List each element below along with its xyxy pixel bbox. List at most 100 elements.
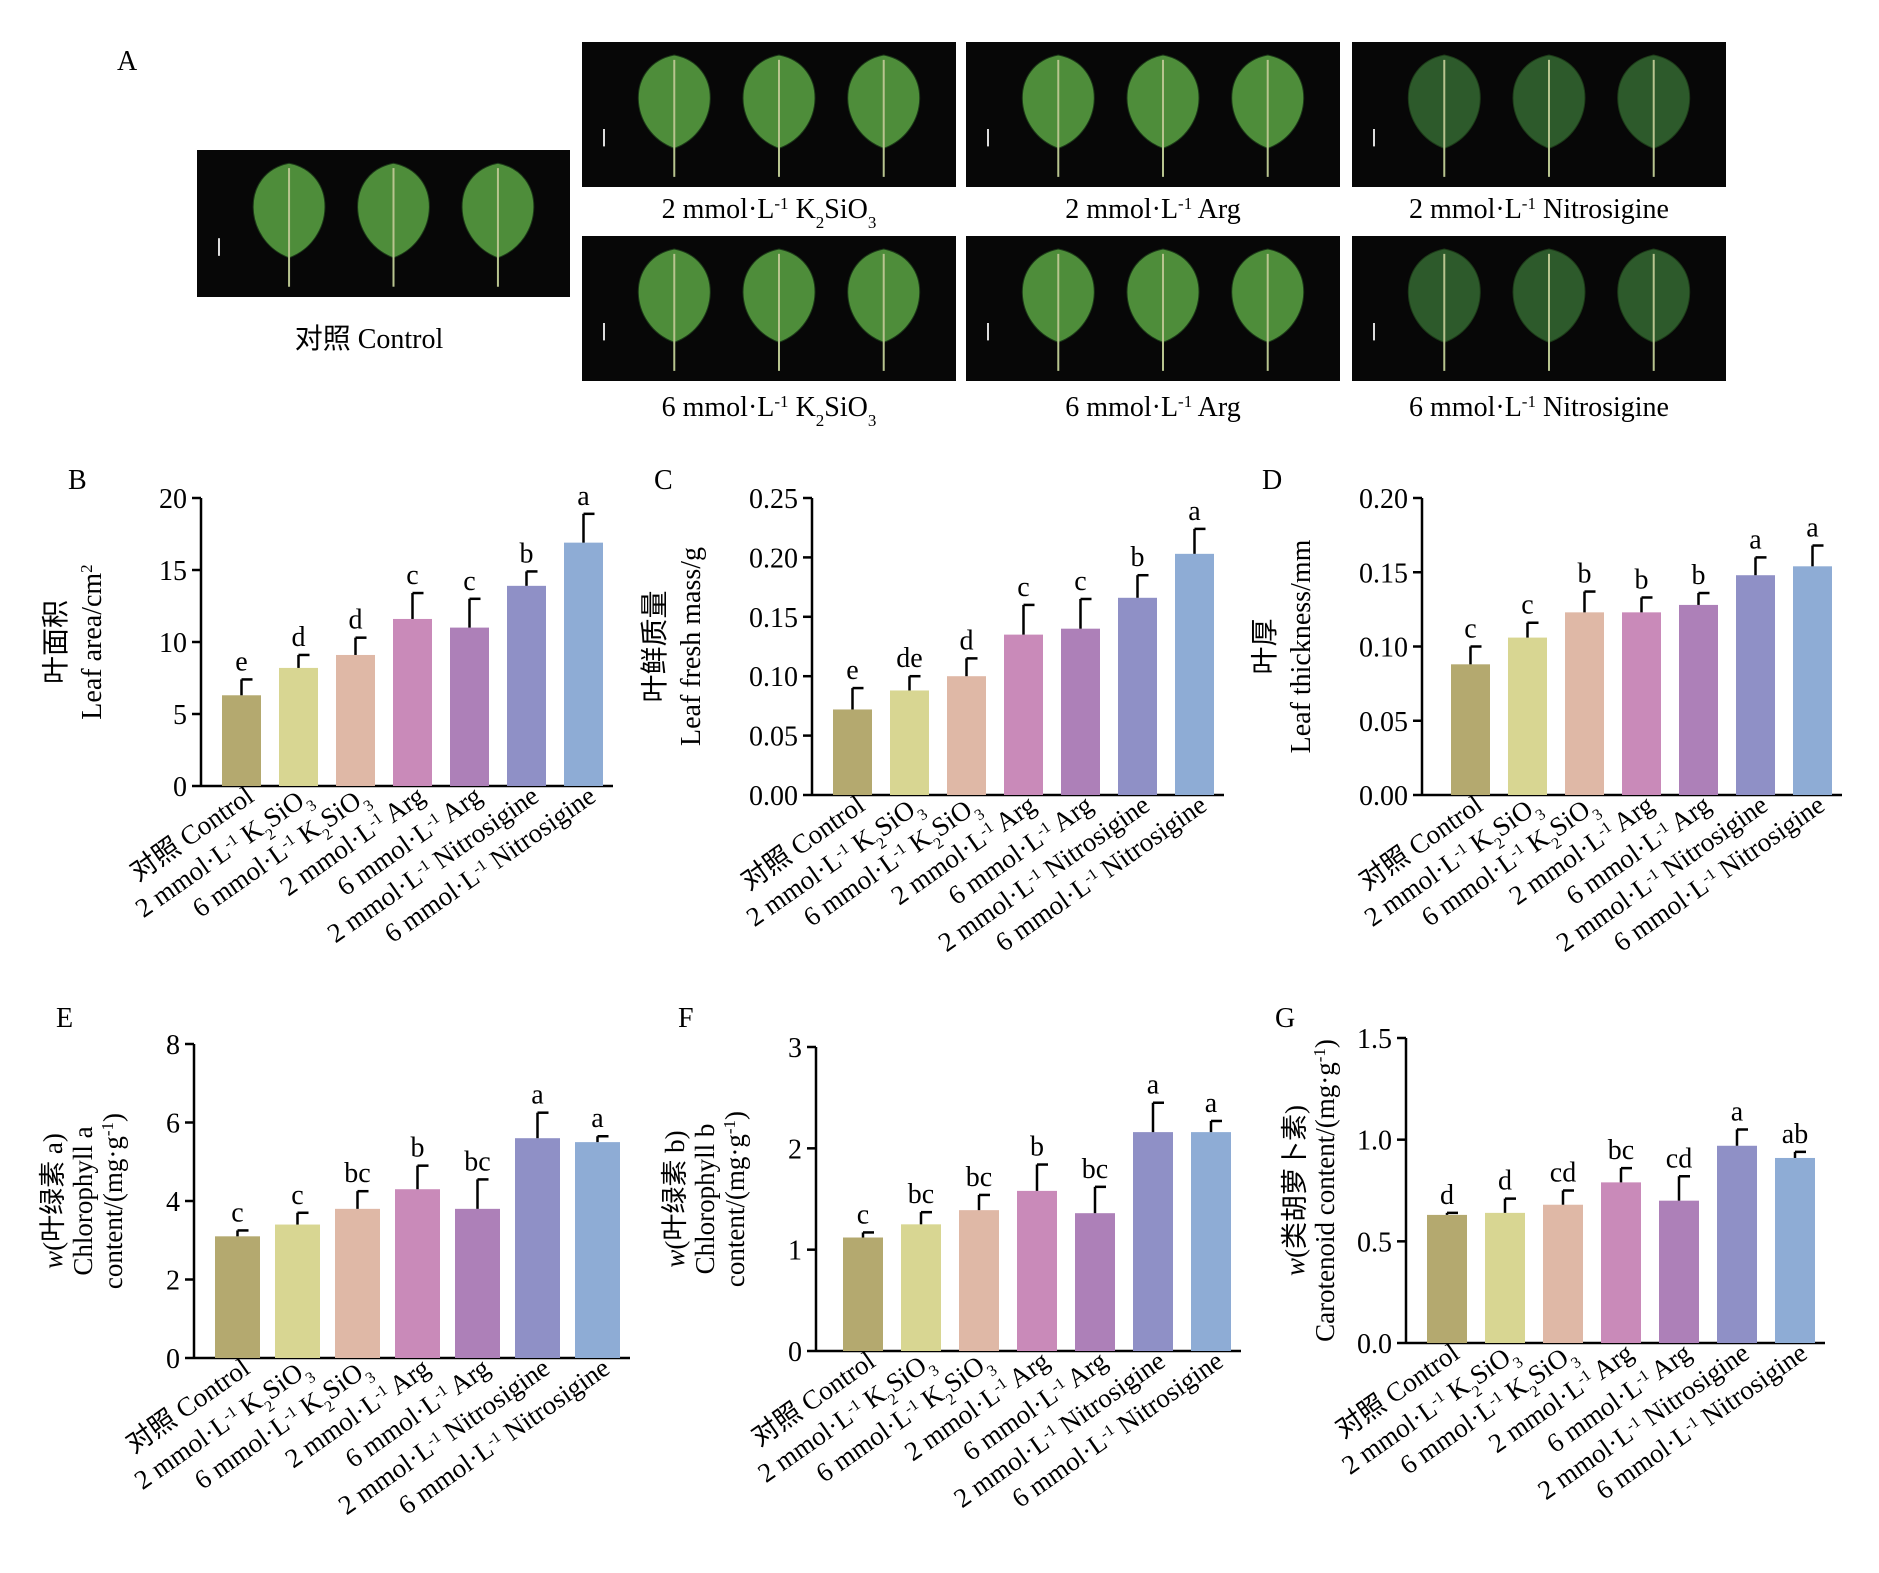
y-tick-label: 10: [159, 628, 187, 659]
photo-treatment-label: 2 mmol·L-1 K2SiO3: [662, 194, 877, 232]
photo-treatment-label: 6 mmol·L-1 Arg: [1065, 392, 1240, 424]
bar: [1601, 1182, 1641, 1343]
significance-letter: bc: [908, 1179, 934, 1210]
leaf-photo: [1352, 236, 1726, 381]
y-axis-label-line3: content/(mg·g-1): [98, 1113, 129, 1289]
significance-letter: a: [1188, 496, 1201, 527]
bar: [1543, 1204, 1583, 1343]
bar: [890, 690, 929, 795]
bar: [336, 654, 375, 786]
significance-letter: b: [1692, 560, 1706, 591]
significance-letter: d: [349, 605, 363, 636]
bar: [1717, 1145, 1757, 1343]
bar: [1133, 1132, 1173, 1351]
significance-letter: bc: [464, 1146, 490, 1177]
significance-letter: bc: [966, 1162, 992, 1193]
significance-letter: a: [531, 1080, 544, 1111]
significance-letter: c: [406, 560, 418, 591]
significance-letter: c: [463, 566, 475, 597]
leaf-photo: [582, 42, 956, 187]
y-tick-label: 1: [788, 1236, 802, 1267]
significance-letter: d: [1440, 1180, 1454, 1211]
leaf-photo: [582, 236, 956, 381]
bar: [393, 618, 432, 786]
significance-letter: e: [235, 646, 247, 677]
significance-letter: cd: [1666, 1143, 1692, 1174]
bar: [959, 1210, 999, 1351]
y-tick-label: 0.0: [1357, 1329, 1392, 1360]
y-axis-label-cn: 叶鲜质量: [639, 590, 671, 702]
y-tick-label: 0.15: [749, 603, 798, 634]
y-tick-label: 0.5: [1357, 1227, 1392, 1258]
y-tick-label: 4: [166, 1187, 180, 1218]
significance-letter: cd: [1550, 1158, 1576, 1189]
significance-letter: d: [292, 622, 306, 653]
bar: [1191, 1132, 1231, 1351]
photo-treatment-label: 2 mmol·L-1 Arg: [1065, 194, 1240, 226]
significance-letter: c: [1464, 614, 1476, 645]
bar: [450, 627, 489, 786]
significance-letter: c: [857, 1199, 869, 1230]
significance-letter: c: [231, 1197, 243, 1228]
control-photo-label: 对照 Control: [295, 323, 444, 355]
y-axis-label-line2: Chlorophyll a: [68, 1126, 98, 1275]
y-tick-label: 0.20: [749, 543, 798, 574]
bar: [335, 1208, 380, 1358]
bar: [1565, 612, 1604, 795]
chart-panel-c: C 0.00 0.05 0.10 0.15 0.20 0.25 叶鲜质量 Leaf fresh …: [639, 465, 1224, 957]
bar: [564, 542, 603, 786]
bar: [1075, 1213, 1115, 1351]
bar: [507, 585, 546, 786]
y-tick-label: 0.10: [1359, 633, 1408, 664]
panel-letter: B: [68, 465, 87, 496]
y-tick-label: 1.5: [1357, 1024, 1392, 1055]
leaf-photo: [966, 236, 1340, 381]
bar: [1118, 597, 1157, 795]
significance-letter: b: [411, 1133, 425, 1164]
y-tick-label: 0.00: [1359, 781, 1408, 812]
y-tick-label: 0: [173, 772, 187, 803]
significance-letter: a: [1749, 524, 1762, 555]
y-tick-label: 6: [166, 1109, 180, 1140]
y-axis-label-line1: w(叶绿素 b): [660, 1130, 690, 1267]
y-tick-label: 0.20: [1359, 484, 1408, 515]
photo-labels: 2 mmol·L-1 K2SiO3 2 mmol·L-1 Arg 2 mmol·L-…: [662, 194, 1669, 430]
y-axis-label-en: Leaf area/cm2: [77, 564, 109, 719]
bar: [1659, 1200, 1699, 1343]
y-tick-label: 3: [788, 1033, 802, 1064]
bar: [215, 1236, 260, 1358]
bar: [947, 676, 986, 795]
y-axis-label-line1: w(类胡萝卜素): [1280, 1105, 1310, 1276]
y-tick-label: 0.10: [749, 662, 798, 693]
y-tick-label: 1.0: [1357, 1126, 1392, 1157]
y-tick-label: 2: [166, 1266, 180, 1297]
panel-letter: C: [654, 465, 673, 496]
bar: [395, 1189, 440, 1358]
chart-panel-f: F 0 1 2 3 w(叶绿素 b) Chlorophyll b content/(mg·g-…: [660, 1003, 1241, 1513]
significance-letter: a: [577, 481, 590, 512]
panel-a-letter: A: [117, 46, 138, 77]
y-tick-label: 0.05: [1359, 707, 1408, 738]
bar: [515, 1138, 560, 1358]
significance-letter: d: [1498, 1166, 1512, 1197]
bar: [1508, 637, 1547, 795]
chart-panel-g: G 0.0 0.5 1.0 1.5 w(类胡萝卜素) Carotenoid content/…: [1275, 1003, 1825, 1505]
y-axis-label-line1: w(叶绿素 a): [38, 1133, 68, 1269]
photo-treatment-label: 6 mmol·L-1 Nitrosigine: [1409, 392, 1669, 424]
y-tick-label: 2: [788, 1134, 802, 1165]
y-tick-label: 0.25: [749, 484, 798, 515]
y-axis-label-cn: 叶厚: [1250, 618, 1281, 674]
bar: [575, 1142, 620, 1358]
leaf-photo-grid: [197, 42, 1726, 381]
panel-letter: F: [678, 1003, 694, 1034]
significance-letter: e: [846, 655, 858, 686]
y-tick-label: 20: [159, 484, 187, 515]
significance-letter: b: [1578, 559, 1592, 590]
bar: [1679, 604, 1718, 795]
photo-treatment-label: 2 mmol·L-1 Nitrosigine: [1409, 194, 1669, 226]
bar: [833, 709, 872, 795]
y-axis-label-en: Leaf thickness/mm: [1286, 539, 1317, 753]
